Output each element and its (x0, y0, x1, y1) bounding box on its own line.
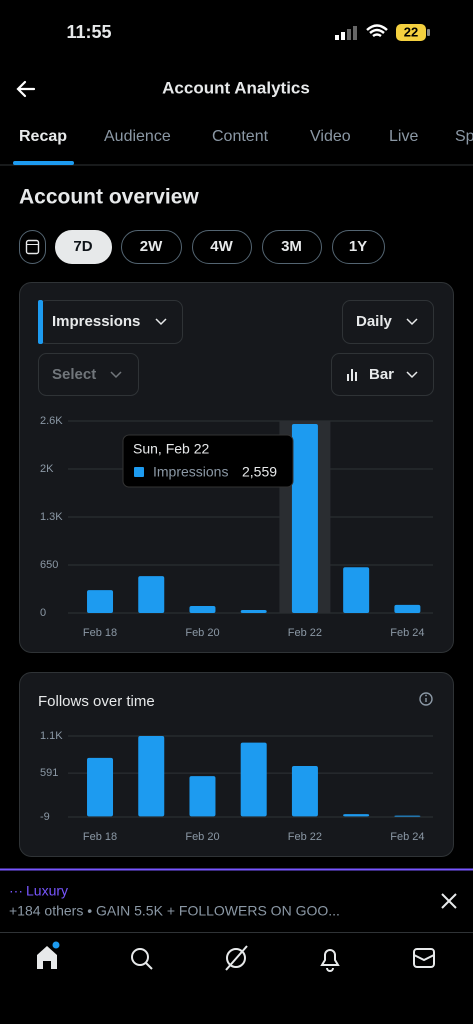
bar (240, 610, 267, 613)
range-pill[interactable] (262, 230, 322, 264)
range-label: 7D (73, 238, 92, 255)
y-tick-label: 0 (40, 607, 46, 619)
nav-home[interactable] (37, 946, 57, 969)
nav-messages[interactable] (413, 948, 435, 968)
tooltip-value: 2,559 (242, 464, 277, 480)
promo-name: Luxury (26, 883, 68, 899)
bar (343, 814, 370, 817)
tab[interactable]: Recap (19, 128, 67, 145)
battery-level: 22 (404, 24, 418, 39)
tooltip-swatch (134, 467, 144, 477)
tab[interactable]: Live (389, 128, 418, 145)
status-time: 11:55 (66, 22, 111, 42)
tab[interactable]: Content (212, 128, 269, 145)
battery-icon (396, 24, 426, 41)
notification-dot (52, 941, 60, 949)
y-tick-label: 591 (40, 767, 58, 779)
chevron (110, 371, 122, 379)
x-tick-label: Feb 24 (390, 627, 424, 639)
interval-dropdown[interactable] (342, 300, 434, 344)
promo-text: +184 others • GAIN 5.5K + FOLLOWERS ON G… (9, 903, 340, 919)
bar (343, 567, 370, 613)
range-label: 2W (140, 238, 163, 255)
signal-icon (335, 26, 357, 40)
tab[interactable]: Audience (104, 128, 171, 145)
x-tick-label: Feb 18 (83, 627, 117, 639)
chart-card (19, 672, 454, 857)
x-tick-label: Feb 24 (390, 831, 424, 843)
bar (87, 590, 114, 613)
chevron (406, 371, 418, 379)
calendar-icon (25, 239, 40, 255)
nav-search[interactable] (131, 948, 153, 970)
range-label: 3M (281, 238, 302, 255)
promo-dots: ··· (9, 883, 23, 899)
tooltip-series: Impressions (153, 464, 228, 480)
range-pill[interactable] (55, 230, 112, 264)
bar (87, 757, 114, 817)
tab[interactable]: Video (310, 128, 351, 145)
bar (394, 815, 421, 817)
bar (138, 576, 165, 613)
wifi-icon (366, 24, 388, 38)
chart-type-label: Bar (369, 366, 394, 383)
calendar-button[interactable] (19, 230, 46, 264)
tab-indicator (13, 161, 74, 165)
battery-tip (427, 29, 430, 36)
bar (291, 424, 318, 613)
nav-notifications[interactable] (320, 949, 340, 972)
tab[interactable]: Sp (455, 128, 473, 145)
tooltip-title: Sun, Feb 22 (133, 441, 209, 457)
y-tick-label: 1.1K (40, 730, 63, 742)
bar (138, 736, 165, 817)
x-tick-label: Feb 22 (288, 627, 322, 639)
info-icon[interactable] (419, 692, 433, 706)
metric-label: Impressions (52, 313, 140, 330)
nav-grok[interactable] (225, 945, 248, 971)
y-tick-label: 2.6K (40, 415, 63, 427)
range-pill[interactable] (192, 230, 252, 264)
x-tick-label: Feb 20 (185, 831, 219, 843)
range-pill[interactable] (121, 230, 182, 264)
back-button[interactable] (16, 80, 36, 98)
range-label: 4W (210, 238, 233, 255)
chart-type-dropdown[interactable] (331, 353, 434, 396)
bar (240, 742, 267, 817)
bar (189, 605, 216, 613)
chart-title: Follows over time (38, 693, 155, 710)
tooltip (122, 434, 294, 488)
x-tick-label: Feb 22 (288, 831, 322, 843)
bar-icon (347, 369, 357, 381)
range-pill[interactable] (332, 230, 385, 264)
x-tick-label: Feb 18 (83, 831, 117, 843)
select-label: Select (52, 366, 96, 383)
interval-label: Daily (356, 313, 393, 330)
chevron (406, 318, 418, 326)
bar (291, 765, 318, 817)
x-tick-label: Feb 20 (185, 627, 219, 639)
y-tick-label: 2K (40, 463, 54, 475)
section-title: Account overview (19, 186, 199, 209)
close-button[interactable] (441, 893, 457, 909)
bar (189, 776, 216, 817)
chevron (155, 318, 167, 326)
range-label: 1Y (349, 238, 367, 255)
select-dropdown[interactable] (38, 353, 139, 396)
bar (394, 604, 421, 613)
metric-color (38, 300, 43, 344)
y-tick-label: -9 (40, 811, 50, 823)
y-tick-label: 1.3K (40, 511, 63, 523)
header-title: Account Analytics (162, 78, 310, 97)
y-tick-label: 650 (40, 559, 58, 571)
